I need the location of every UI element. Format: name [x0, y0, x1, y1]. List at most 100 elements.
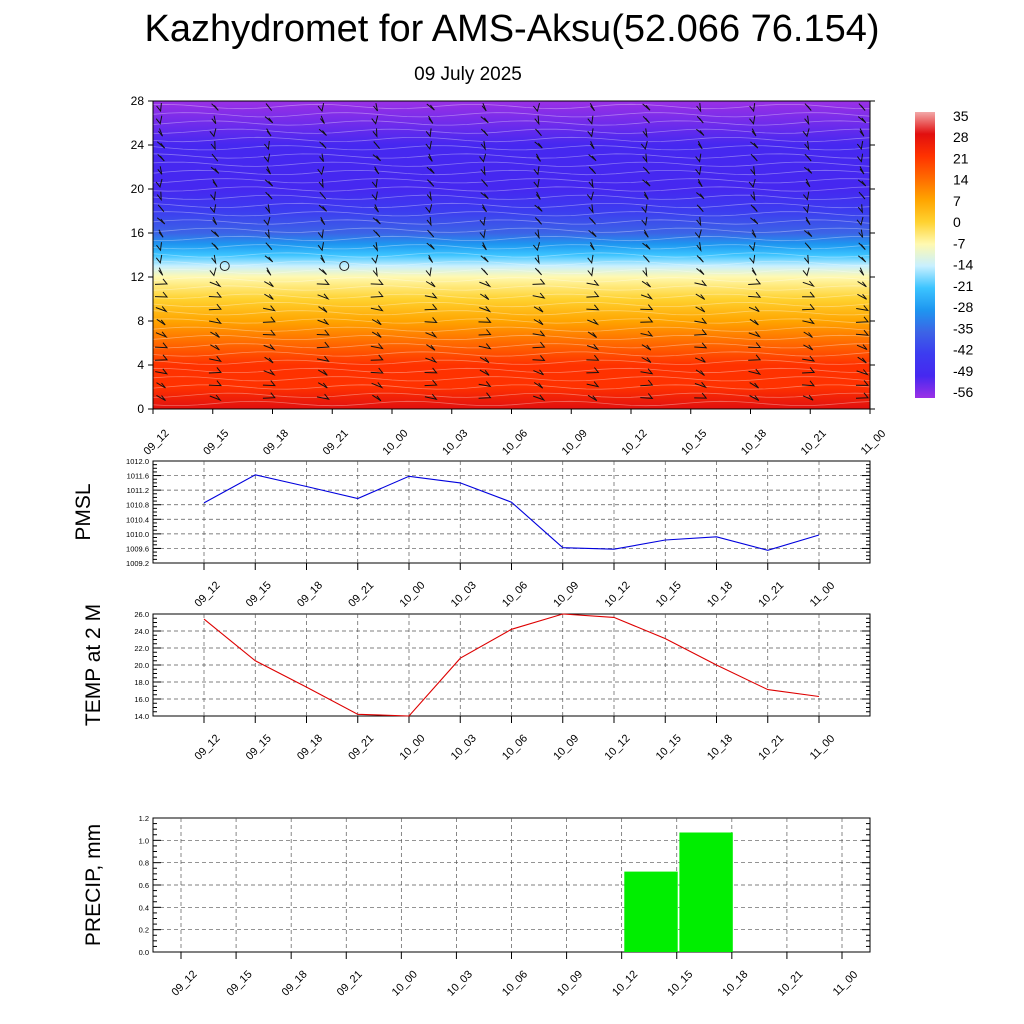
wind-barb — [481, 267, 489, 276]
wind-barb — [154, 278, 169, 285]
wind-barb — [642, 153, 648, 164]
y-axis-label: TEMP at 2 M — [82, 604, 105, 726]
wind-barb — [802, 394, 814, 401]
wind-barb — [642, 166, 650, 175]
precip-bar — [679, 832, 733, 952]
wind-barb — [264, 140, 270, 151]
contour-line — [153, 161, 870, 167]
contour-line — [153, 277, 870, 283]
x-tick-label: 11_00 — [831, 969, 861, 999]
y-tick-label: 1012.0 — [126, 457, 149, 466]
precip-bar — [624, 871, 678, 952]
wind-barb — [264, 356, 274, 364]
wind-barb — [856, 305, 870, 312]
wind-barb — [589, 103, 595, 112]
wind-barb — [480, 116, 489, 124]
wind-barb — [320, 216, 326, 226]
wind-barb — [640, 379, 654, 387]
wind-barb — [805, 178, 811, 188]
colorbar-label: 21 — [953, 150, 969, 166]
contour-line — [153, 343, 870, 349]
wind-barb — [696, 255, 704, 263]
wind-barb — [804, 140, 810, 151]
wind-barb — [534, 254, 540, 265]
x-tick-label: 09_12 — [192, 732, 222, 762]
wind-barb — [317, 318, 330, 326]
wind-barb — [534, 204, 543, 212]
contour-line — [153, 227, 870, 233]
wind-barb — [372, 128, 378, 138]
y-tick-label: 16 — [131, 226, 145, 240]
wind-barb — [156, 191, 162, 202]
wind-barb — [157, 153, 165, 162]
wind-barb — [317, 242, 324, 252]
wind-barb — [208, 380, 222, 387]
wind-barb — [479, 216, 486, 227]
colorbar-label: -42 — [953, 342, 973, 358]
wind-barb — [156, 242, 162, 252]
wind-barb — [265, 204, 271, 215]
wind-barb — [374, 166, 380, 175]
wind-barb — [859, 128, 865, 137]
wind-barb — [533, 369, 544, 376]
x-tick-label: 09_18 — [261, 427, 291, 457]
wind-barb — [641, 357, 652, 364]
wind-barb — [426, 216, 432, 227]
x-tick-label: 10_09 — [555, 968, 585, 998]
wind-barb — [156, 318, 166, 326]
wind-barb — [210, 331, 220, 338]
wind-barb — [209, 317, 222, 324]
wind-barb — [211, 153, 219, 162]
y-tick-label: 0.2 — [139, 926, 149, 935]
wind-barb — [479, 369, 490, 376]
wind-barb — [533, 166, 540, 176]
wind-barb — [157, 166, 163, 175]
x-tick-label: 10_15 — [679, 427, 709, 457]
wind-barb — [751, 128, 757, 137]
wind-barb — [856, 216, 864, 226]
wind-barb — [317, 229, 324, 239]
wind-barb — [642, 128, 648, 139]
wind-barb — [696, 103, 702, 113]
wind-barb — [266, 166, 271, 175]
wind-barb — [586, 354, 600, 361]
x-tick-label: 10_18 — [720, 968, 750, 998]
wind-barb — [211, 103, 219, 111]
y-tick-label: 0.4 — [139, 903, 149, 912]
temp2m-panel: 14.0 16.0 18.0 20.0 22.0 24.0 26.0 09_12 09_15 09… — [82, 604, 871, 763]
y-tick-label: 0.0 — [139, 948, 149, 957]
wind-barb — [158, 267, 164, 276]
y-tick-label: 0 — [137, 402, 144, 416]
colorbar-strip — [915, 112, 935, 398]
wind-barb — [748, 342, 762, 349]
wind-barb — [858, 191, 866, 200]
wind-barb — [480, 128, 489, 137]
wind-barb — [426, 166, 435, 174]
wind-barb — [694, 229, 702, 239]
contour-line — [153, 219, 870, 225]
wind-barb — [208, 367, 222, 374]
wind-barb — [209, 355, 222, 362]
x-tick-label: 10_18 — [739, 427, 769, 457]
wind-barb — [427, 179, 435, 187]
wind-barb — [748, 354, 762, 361]
wind-barb — [642, 242, 651, 250]
wind-barb — [695, 306, 706, 313]
contour-line — [153, 310, 870, 316]
x-tick-label: 10_21 — [756, 732, 786, 762]
series-line — [203, 613, 820, 717]
wind-barb — [265, 191, 273, 200]
wind-barb — [211, 254, 217, 265]
wind-barb — [371, 254, 379, 264]
wind-barb — [694, 317, 708, 324]
wind-barb — [749, 254, 756, 265]
wind-barb — [373, 141, 380, 149]
wind-barb — [858, 242, 866, 250]
wind-barb — [263, 305, 276, 312]
wind-barb — [209, 394, 222, 402]
wind-barb — [211, 115, 217, 125]
contour-line — [153, 376, 870, 382]
y-tick-label: 8 — [137, 314, 144, 328]
wind-barb — [317, 293, 330, 300]
wind-barb — [586, 291, 600, 298]
